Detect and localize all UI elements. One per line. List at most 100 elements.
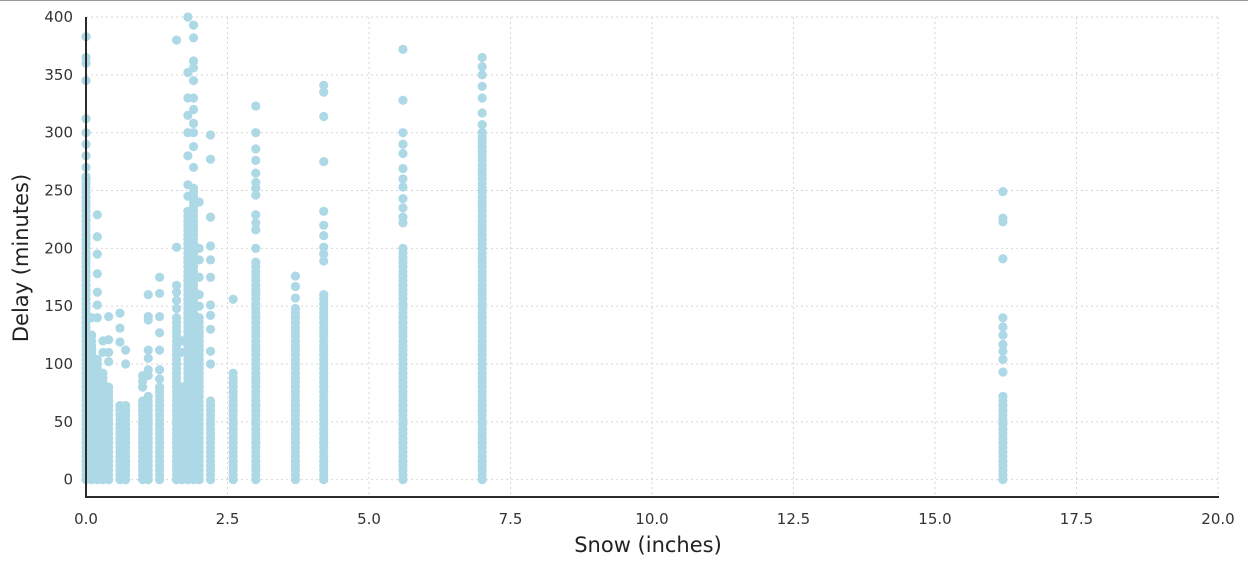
data-point (998, 254, 1008, 264)
x-tick-label: 17.5 (1060, 510, 1093, 528)
data-point (143, 353, 153, 363)
data-point (998, 391, 1008, 401)
data-point (251, 183, 261, 193)
data-point (319, 111, 329, 122)
x-axis-title: Snow (inches) (574, 533, 722, 557)
data-point (319, 242, 329, 252)
data-point (92, 269, 102, 279)
data-point (143, 391, 153, 401)
data-point (477, 108, 487, 118)
data-point (138, 382, 148, 392)
data-point (154, 345, 165, 355)
data-point (205, 255, 216, 265)
data-point (998, 330, 1008, 340)
data-point (154, 288, 165, 299)
data-point (477, 119, 487, 130)
data-point (188, 141, 199, 152)
data-point (171, 280, 182, 290)
y-tick-label: 50 (54, 413, 73, 431)
data-point (194, 313, 204, 323)
data-point (154, 272, 165, 282)
data-point (194, 289, 204, 300)
data-point (87, 330, 97, 340)
data-point (188, 183, 199, 193)
y-tick-label: 350 (44, 66, 73, 84)
data-point (319, 206, 329, 216)
data-point (319, 231, 329, 241)
data-point (183, 12, 193, 22)
data-point (154, 382, 165, 392)
data-point (998, 187, 1008, 197)
data-point (205, 324, 216, 334)
data-point (251, 257, 261, 267)
data-point (143, 370, 153, 381)
x-tick-label: 12.5 (777, 510, 810, 528)
data-point (998, 313, 1008, 323)
data-point (183, 110, 193, 120)
data-point (171, 35, 182, 45)
y-tick-label: 250 (44, 181, 73, 199)
data-point (398, 193, 408, 204)
data-point (228, 294, 238, 304)
x-tick-label: 15.0 (918, 510, 951, 528)
data-point (154, 311, 165, 322)
data-point (251, 225, 261, 235)
data-point (319, 80, 329, 90)
data-point (188, 76, 199, 86)
data-point (398, 139, 408, 149)
data-point (188, 162, 199, 172)
data-point (171, 295, 182, 305)
data-point (319, 87, 329, 97)
data-point (398, 128, 408, 138)
data-point (188, 128, 199, 138)
data-point (92, 287, 102, 297)
y-axis-title: Delay (minutes) (9, 174, 33, 342)
data-point (477, 70, 487, 80)
data-point (188, 20, 199, 30)
data-point (398, 163, 408, 174)
data-point (183, 151, 193, 161)
data-point (104, 357, 114, 367)
x-tick-label: 2.5 (216, 510, 240, 528)
x-tick-label: 5.0 (357, 510, 381, 528)
data-point (477, 128, 487, 138)
y-tick-label: 100 (44, 355, 73, 373)
data-point (104, 335, 114, 345)
data-point (477, 62, 487, 72)
data-point (398, 44, 408, 54)
data-point (398, 174, 408, 184)
data-point (92, 210, 102, 220)
data-point (194, 255, 204, 265)
y-tick-label: 150 (44, 297, 73, 315)
data-point (251, 218, 261, 228)
data-point (998, 354, 1008, 364)
data-point (251, 243, 261, 253)
data-point (998, 367, 1008, 377)
data-point (319, 289, 329, 300)
data-point (319, 156, 329, 167)
data-point (194, 197, 204, 207)
data-point (251, 155, 261, 166)
data-point (319, 220, 329, 230)
data-point (205, 396, 216, 406)
data-point (251, 210, 261, 220)
data-point (398, 218, 408, 228)
data-point (398, 182, 408, 192)
data-point (290, 303, 301, 314)
data-point (188, 56, 199, 66)
data-point (92, 300, 102, 310)
data-point (188, 118, 199, 129)
data-point (205, 310, 216, 321)
data-point (92, 354, 102, 364)
data-point (121, 345, 131, 355)
data-point (998, 339, 1008, 349)
x-tick-label: 7.5 (499, 510, 523, 528)
data-point (171, 313, 182, 323)
data-point (188, 93, 199, 103)
data-point (290, 293, 301, 303)
data-point (92, 313, 102, 323)
data-point (205, 300, 216, 310)
data-point (154, 365, 165, 375)
data-point (251, 128, 261, 138)
data-point (398, 203, 408, 213)
